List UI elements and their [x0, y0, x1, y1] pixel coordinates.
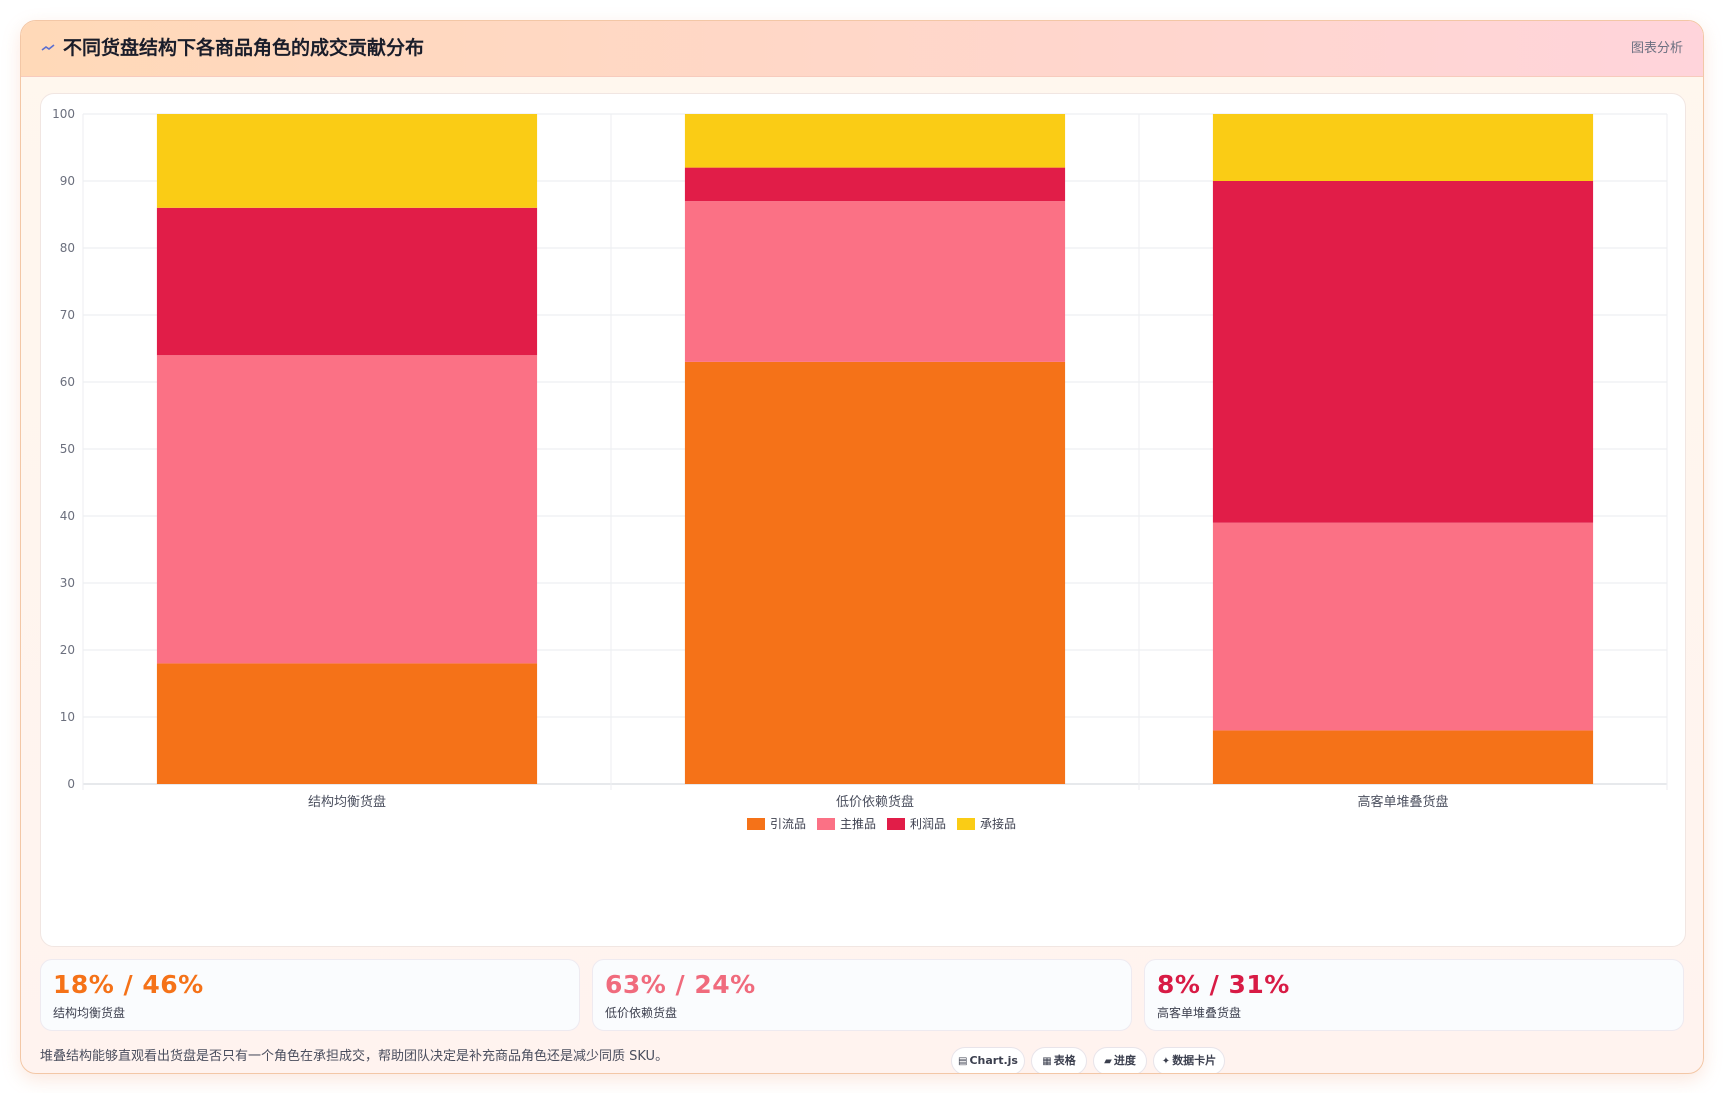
chip-table[interactable]: ▦ 表格 [1031, 1047, 1087, 1073]
stat-value: 18% / 46% [53, 970, 204, 999]
stat-value: 63% / 24% [605, 970, 756, 999]
chart-analysis-tag: 图表分析 [1630, 41, 1683, 56]
chart-icon: ▤ [958, 1056, 968, 1067]
y-tick-label: 30 [60, 576, 75, 590]
bar-segment [1212, 522, 1594, 731]
bar-segment [156, 114, 538, 208]
x-tick-label: 结构均衡货盘 [308, 794, 386, 810]
x-tick-label: 高客单堆叠货盘 [1357, 794, 1448, 810]
legend-swatch [817, 818, 835, 830]
y-tick-label: 10 [60, 710, 75, 724]
bar-segment [1212, 181, 1594, 523]
y-tick-label: 50 [60, 442, 75, 456]
legend-swatch [747, 818, 765, 830]
bar-segment [684, 361, 1066, 784]
bar-segment [684, 167, 1066, 202]
bar-segment [156, 355, 538, 664]
legend-label: 引流品 [770, 817, 806, 831]
bar-segment [156, 663, 538, 784]
page-title: 不同货盘结构下各商品角色的成交贡献分布 [63, 37, 425, 59]
chip-progress[interactable]: ▰ 进度 [1093, 1047, 1147, 1073]
x-tick-label: 低价依赖货盘 [836, 794, 914, 810]
legend-label: 利润品 [910, 817, 946, 831]
sparkle-icon: ✦ [1161, 1056, 1171, 1067]
chart-panel: 0 10 20 30 40 50 60 70 80 90 100 结构均衡货盘 低价依赖货盘 高客单堆叠货… [40, 93, 1686, 947]
chip-chartjs[interactable]: ▤ Chart.js [951, 1047, 1025, 1073]
legend-swatch [957, 818, 975, 830]
bar-segment [1212, 114, 1594, 181]
bar-segment [1212, 730, 1594, 784]
stat-card-balanced: 18% / 46% 结构均衡货盘 [40, 959, 580, 1031]
stat-label: 低价依赖货盘 [605, 1006, 678, 1020]
stat-value: 8% / 31% [1157, 970, 1290, 999]
stat-label: 结构均衡货盘 [53, 1006, 126, 1020]
stat-card-high-ticket: 8% / 31% 高客单堆叠货盘 [1144, 959, 1684, 1031]
progress-icon: ▰ [1104, 1056, 1112, 1067]
legend-swatch [887, 818, 905, 830]
trend-icon [41, 38, 57, 58]
y-tick-label: 100 [52, 107, 75, 121]
card-header: 不同货盘结构下各商品角色的成交贡献分布 图表分析 [21, 21, 1703, 77]
chart-card: 不同货盘结构下各商品角色的成交贡献分布 图表分析 0 10 20 30 40 50 60 70… [20, 20, 1704, 1074]
legend-label: 主推品 [840, 817, 876, 831]
bar-segment [684, 201, 1066, 362]
footnote: 堆叠结构能够直观看出货盘是否只有一个角色在承担成交，帮助团队决定是补充商品角色还… [40, 1049, 669, 1064]
y-tick-label: 90 [60, 174, 75, 188]
y-tick-label: 40 [60, 509, 75, 523]
stacked-bar-chart: 0 10 20 30 40 50 60 70 80 90 100 结构均衡货盘 低价依赖货盘 高客单堆叠货… [52, 107, 1668, 831]
bar-segment [684, 114, 1066, 168]
stat-card-low-price: 63% / 24% 低价依赖货盘 [592, 959, 1132, 1031]
bar-segment [156, 207, 538, 356]
chip-data-card[interactable]: ✦ 数据卡片 [1153, 1047, 1225, 1073]
legend-label: 承接品 [980, 816, 1016, 831]
y-tick-label: 80 [60, 241, 75, 255]
table-icon: ▦ [1042, 1056, 1052, 1067]
stat-label: 高客单堆叠货盘 [1157, 1006, 1242, 1020]
y-tick-label: 20 [60, 643, 75, 657]
y-tick-label: 0 [67, 777, 75, 791]
y-tick-label: 70 [60, 308, 75, 322]
y-tick-label: 60 [60, 375, 75, 389]
